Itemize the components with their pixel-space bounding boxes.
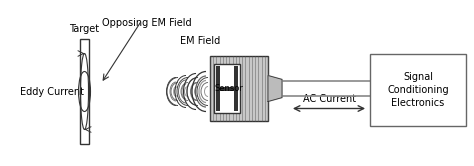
Bar bbox=[216, 86, 238, 90]
Bar bbox=[80, 39, 89, 144]
Bar bbox=[234, 66, 238, 111]
Text: Eddy Current: Eddy Current bbox=[20, 86, 84, 96]
Text: EM Field: EM Field bbox=[180, 36, 220, 46]
Bar bbox=[214, 64, 240, 113]
Bar bbox=[216, 66, 220, 111]
Text: Sensor: Sensor bbox=[215, 84, 244, 93]
Polygon shape bbox=[268, 76, 282, 101]
Text: Signal
Conditioning
Electronics: Signal Conditioning Electronics bbox=[387, 72, 449, 108]
Text: Opposing EM Field: Opposing EM Field bbox=[102, 18, 192, 28]
Bar bbox=[370, 54, 466, 126]
Text: Target: Target bbox=[69, 24, 100, 34]
Bar bbox=[210, 56, 268, 121]
Text: AC Current: AC Current bbox=[303, 94, 356, 105]
